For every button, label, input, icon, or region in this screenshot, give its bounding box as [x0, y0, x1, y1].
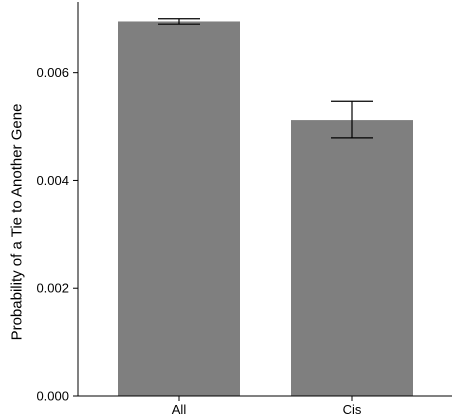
y-axis-title: Probability of a Tie to Another Gene: [8, 104, 25, 341]
x-ticks-group: All Cis: [172, 396, 362, 417]
y-ticks-group: 0.000 0.002 0.004 0.006: [36, 65, 78, 404]
y-tick-label: 0.002: [36, 281, 69, 296]
y-tick-label: 0.000: [36, 389, 69, 404]
error-bar-all: [158, 18, 200, 25]
axes-group: [77, 2, 452, 397]
x-tick-label: All: [172, 402, 187, 417]
y-tick-label: 0.004: [36, 173, 69, 188]
error-bar-cis: [331, 100, 373, 139]
x-tick-label: Cis: [343, 402, 362, 417]
y-tick-label: 0.006: [36, 65, 69, 80]
bars-group: [118, 21, 413, 396]
bar-cis: [291, 120, 413, 396]
bar-all: [118, 21, 240, 396]
error-bars-group: [158, 18, 373, 139]
